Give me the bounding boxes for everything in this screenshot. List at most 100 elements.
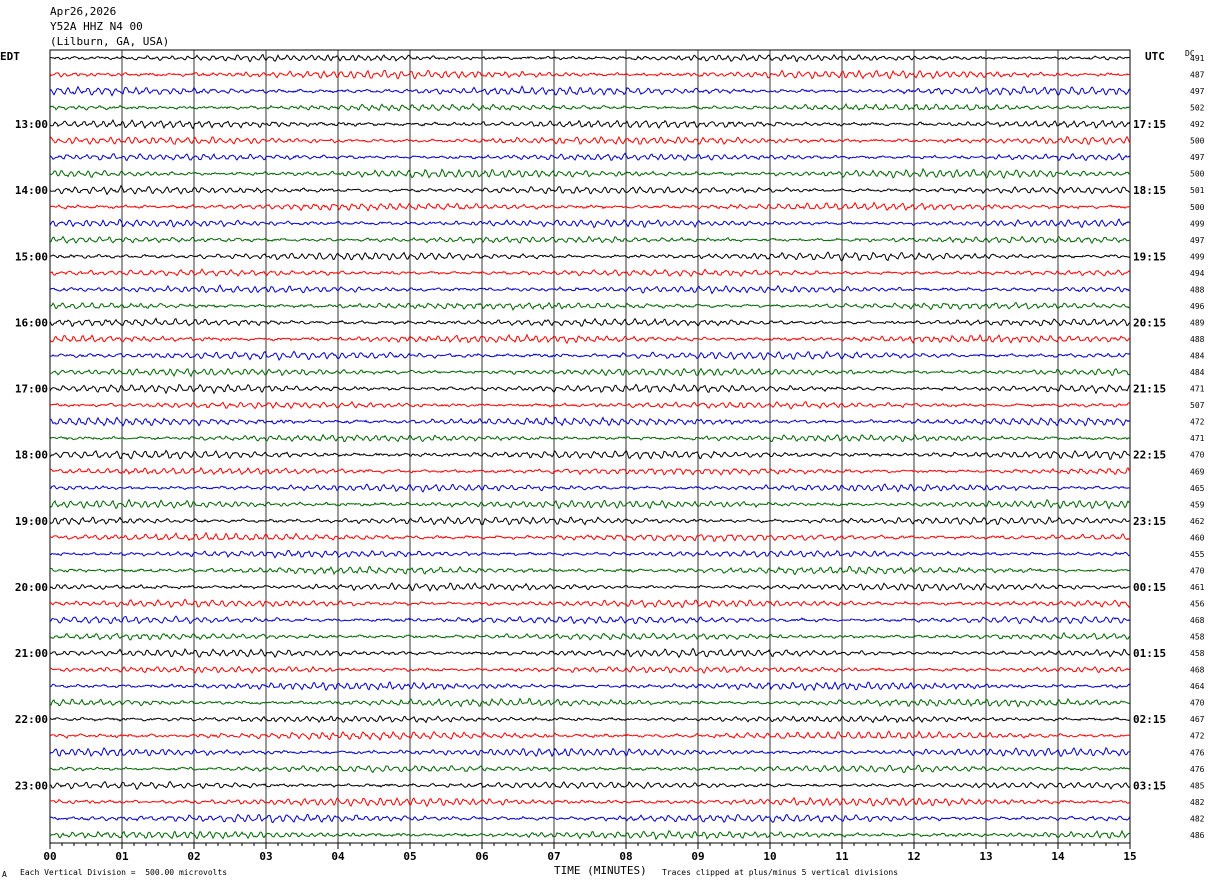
seismic-trace <box>49 301 1131 311</box>
seismic-trace <box>49 598 1131 609</box>
seismic-trace <box>49 681 1131 692</box>
seismic-trace <box>49 433 1131 443</box>
x-tick-label: 09 <box>691 850 704 863</box>
dc-offset-label: 497 <box>1190 153 1205 162</box>
seismic-trace <box>49 69 1131 80</box>
seismic-trace <box>49 333 1131 345</box>
seismic-trace <box>49 449 1131 460</box>
dc-offset-label: 500 <box>1190 137 1205 146</box>
seismic-trace <box>49 152 1131 162</box>
left-hour-label: 22:00 <box>15 713 48 726</box>
dc-offset-label: 465 <box>1190 484 1205 493</box>
right-hour-label: 18:15 <box>1133 184 1166 197</box>
x-tick-label: 01 <box>115 850 129 863</box>
seismic-trace <box>49 549 1131 559</box>
dc-offset-label: 458 <box>1190 633 1205 642</box>
seismic-trace <box>49 53 1131 63</box>
right-hour-label: 00:15 <box>1133 581 1166 594</box>
dc-offset-label: 488 <box>1190 335 1205 344</box>
dc-offset-label: 484 <box>1190 352 1205 361</box>
left-hour-label: 19:00 <box>15 515 48 528</box>
seismic-trace <box>49 516 1131 526</box>
dc-offset-label: 460 <box>1190 533 1205 542</box>
right-timezone-label: UTC <box>1145 50 1165 63</box>
seismic-trace <box>49 631 1131 641</box>
seismic-trace <box>49 697 1131 708</box>
dc-offset-label: 502 <box>1190 104 1205 113</box>
seismic-trace <box>49 201 1131 212</box>
dc-offset-label: 462 <box>1190 517 1205 526</box>
left-timezone-label: EDT <box>0 50 20 63</box>
dc-offset-label: 499 <box>1190 219 1205 228</box>
dc-offset-label: 471 <box>1190 434 1205 443</box>
corner-mark: A <box>2 870 7 879</box>
right-hour-label: 23:15 <box>1133 515 1166 528</box>
dc-offset-label: 492 <box>1190 120 1205 129</box>
dc-offset-label: 471 <box>1190 385 1205 394</box>
seismic-trace <box>49 102 1131 112</box>
seismic-trace <box>49 317 1131 327</box>
left-hour-label: 23:00 <box>15 779 48 792</box>
seismic-trace <box>49 235 1131 244</box>
dc-offset-label: 469 <box>1190 467 1205 476</box>
seismic-trace <box>49 565 1131 576</box>
dc-offset-label: 470 <box>1190 451 1205 460</box>
seismic-trace <box>49 367 1131 378</box>
x-tick-label: 13 <box>979 850 992 863</box>
dc-offset-label: 468 <box>1190 616 1205 625</box>
dc-offset-label: 482 <box>1190 814 1205 823</box>
seismic-trace <box>49 498 1131 510</box>
seismic-trace <box>49 466 1131 476</box>
dc-offset-label: 497 <box>1190 87 1205 96</box>
right-hour-label: 01:15 <box>1133 647 1166 660</box>
seismic-trace <box>49 715 1131 724</box>
right-hour-label: 02:15 <box>1133 713 1166 726</box>
seismic-trace <box>49 582 1131 592</box>
right-hour-label: 22:15 <box>1133 449 1166 462</box>
x-tick-label: 03 <box>259 850 272 863</box>
dc-offset-label: 476 <box>1190 765 1205 774</box>
x-tick-label: 15 <box>1123 850 1136 863</box>
seismic-trace <box>49 251 1131 262</box>
x-tick-label: 08 <box>619 850 632 863</box>
x-axis-title: TIME (MINUTES) <box>554 864 647 877</box>
dc-offset-label: 485 <box>1190 781 1205 790</box>
dc-offset-label: 482 <box>1190 798 1205 807</box>
left-hour-label: 21:00 <box>15 647 48 660</box>
x-tick-label: 02 <box>187 850 200 863</box>
seismic-trace <box>49 284 1131 295</box>
right-hour-label: 20:15 <box>1133 316 1166 329</box>
dc-offset-label: 486 <box>1190 831 1205 840</box>
left-hour-label: 14:00 <box>15 184 48 197</box>
seismic-trace <box>49 796 1131 808</box>
seismic-trace <box>49 184 1131 196</box>
seismic-trace <box>49 829 1131 841</box>
dc-offset-label: 489 <box>1190 318 1205 327</box>
header-date: Apr26,2026 <box>50 5 117 18</box>
left-hour-label: 15:00 <box>15 250 48 263</box>
seismic-trace <box>49 531 1131 543</box>
seismic-trace <box>49 400 1131 410</box>
left-hour-label: 18:00 <box>15 449 48 462</box>
left-hour-label: 13:00 <box>15 118 48 131</box>
dc-offset-label: 497 <box>1190 236 1205 245</box>
left-hour-label: 20:00 <box>15 581 48 594</box>
seismic-trace <box>49 615 1131 625</box>
seismic-trace <box>49 665 1131 674</box>
seismic-trace <box>49 483 1131 493</box>
dc-offset-label: 472 <box>1190 418 1205 427</box>
dc-offset-label: 488 <box>1190 285 1205 294</box>
dc-offset-label: 476 <box>1190 748 1205 757</box>
dc-offset-label: 484 <box>1190 368 1205 377</box>
seismic-trace <box>49 746 1131 758</box>
seismic-trace <box>49 85 1131 97</box>
left-hour-label: 16:00 <box>15 316 48 329</box>
dc-offset-label: 470 <box>1190 566 1205 575</box>
dc-offset-label: 472 <box>1190 732 1205 741</box>
x-tick-label: 14 <box>1051 850 1065 863</box>
dc-offset-label: 499 <box>1190 252 1205 261</box>
right-hour-label: 17:15 <box>1133 118 1166 131</box>
seismic-trace <box>49 764 1131 774</box>
dc-offset-label: 501 <box>1190 186 1205 195</box>
